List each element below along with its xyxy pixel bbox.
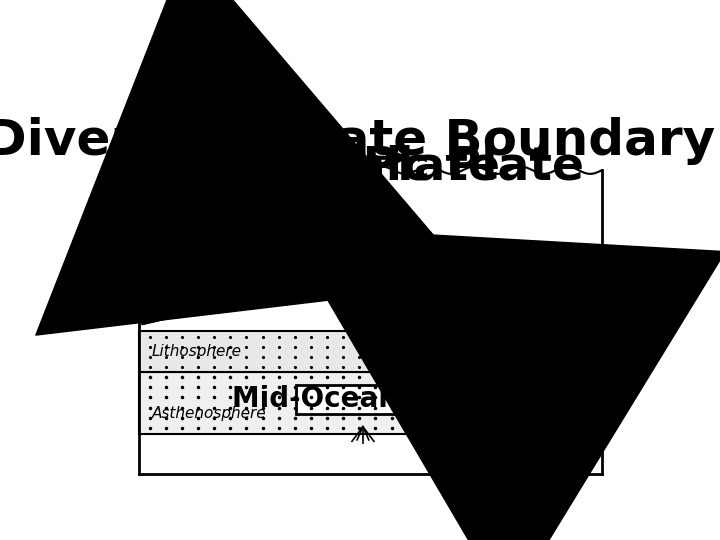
Text: Oceanic Plate: Oceanic Plate xyxy=(137,145,500,190)
FancyBboxPatch shape xyxy=(295,385,434,414)
Bar xyxy=(139,332,602,372)
Bar xyxy=(139,372,602,434)
Text: Lithosphere: Lithosphere xyxy=(152,345,242,360)
Polygon shape xyxy=(171,239,392,299)
Polygon shape xyxy=(143,247,392,324)
Text: Asthenosphere: Asthenosphere xyxy=(152,406,266,421)
Text: Oceanic Plate: Oceanic Plate xyxy=(220,145,583,190)
Text: Oceanic
Crust: Oceanic Crust xyxy=(491,246,564,285)
Text: Mid-Ocean Ridge: Mid-Ocean Ridge xyxy=(232,385,498,413)
Text: Divergent Plate Boundary:: Divergent Plate Boundary: xyxy=(0,117,720,165)
Text: Oceanic
Crust: Oceanic Crust xyxy=(264,239,337,278)
Polygon shape xyxy=(363,247,627,324)
Polygon shape xyxy=(392,239,627,299)
